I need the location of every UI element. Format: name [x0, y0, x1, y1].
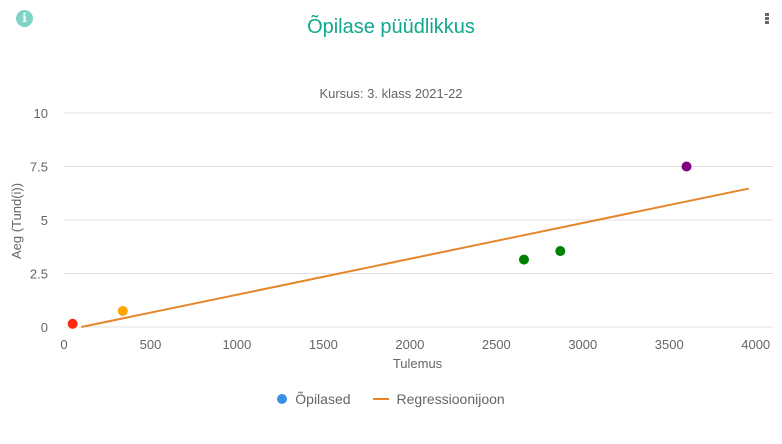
info-icon[interactable]: i: [16, 10, 33, 27]
x-tick-label: 2000: [395, 337, 424, 352]
legend-dot-icon: [277, 394, 288, 404]
x-tick-label: 0: [60, 337, 67, 352]
legend-label-regression: Regressioonijoon: [396, 391, 505, 407]
y-tick-label: 0: [41, 320, 48, 335]
legend-line-icon: [372, 398, 389, 400]
x-tick-label: 4000: [741, 337, 770, 352]
student-point[interactable]: [681, 161, 692, 172]
chart-title: Õpilase püüdlikkus: [307, 16, 475, 38]
x-tick-label: 3500: [655, 337, 684, 352]
student-point[interactable]: [518, 254, 529, 265]
legend-item-students[interactable]: Õpilased: [277, 391, 351, 407]
legend-item-regression[interactable]: Regressioonijoon: [372, 391, 505, 407]
x-tick-label: 1000: [222, 337, 251, 352]
x-tick-label: 500: [140, 337, 162, 352]
x-axis-title: Tulemus: [393, 356, 443, 371]
legend-label-students: Õpilased: [295, 391, 351, 407]
student-point[interactable]: [117, 305, 128, 316]
x-tick-label: 2500: [482, 337, 511, 352]
chart-subtitle: Kursus: 3. klass 2021-22: [319, 86, 463, 101]
x-tick-label: 1500: [309, 337, 338, 352]
student-point[interactable]: [67, 318, 78, 329]
regression-line: [81, 187, 749, 328]
x-tick-label: 3000: [568, 337, 597, 352]
y-tick-label: 10: [34, 106, 48, 121]
student-point[interactable]: [555, 246, 566, 257]
kebab-menu-icon[interactable]: [765, 13, 769, 25]
legend: Õpilased Regressioonijoon: [0, 391, 782, 407]
y-axis-title: Aeg (Tund(i)): [9, 183, 24, 259]
y-tick-label: 5: [41, 213, 48, 228]
y-tick-label: 2.5: [30, 267, 48, 282]
y-tick-label: 7.5: [30, 160, 48, 175]
